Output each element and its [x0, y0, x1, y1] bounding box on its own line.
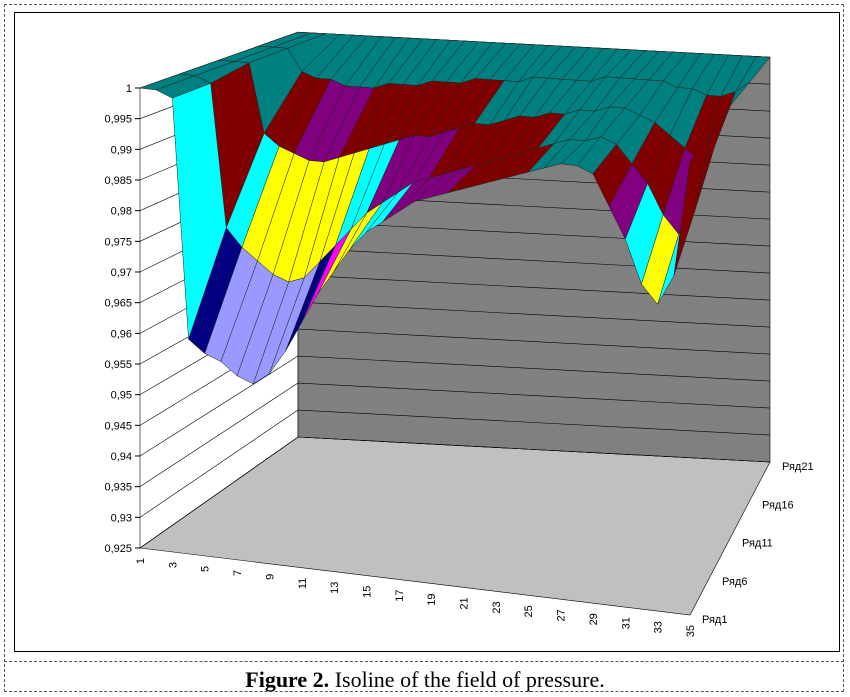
grid-line	[297, 436, 771, 463]
depth-tick-label: Ряд6	[722, 576, 747, 588]
grid-line	[297, 328, 771, 355]
x-tick-label: 3	[167, 562, 179, 568]
grid-line	[297, 409, 771, 436]
x-tick-label: 29	[588, 613, 600, 625]
x-tick-label: 35	[685, 625, 697, 637]
y-tick-label: 0,935	[104, 482, 132, 494]
x-tick-label: 25	[523, 605, 535, 617]
depth-tick-label: Ряд1	[702, 614, 727, 626]
depth-tick-label: Ряд21	[782, 461, 814, 473]
y-tick-label: 0,925	[104, 543, 132, 555]
y-tick-label: 1	[126, 83, 132, 95]
y-tick-label: 0,975	[104, 236, 132, 248]
chart: 0,925 0,93 0,935 0,94 0,945 0,95 0,955 0,96 0,96…	[14, 12, 840, 652]
y-tick-label: 0,97	[111, 267, 132, 279]
x-tick-label: 19	[426, 593, 438, 605]
y-tick-label: 0,98	[111, 206, 132, 218]
surface-patch	[673, 136, 711, 276]
x-tick-label: 7	[232, 570, 244, 576]
y-tick-label: 0,995	[104, 114, 132, 126]
x-tick-label: 31	[620, 617, 632, 629]
x-tick-label: 15	[361, 586, 373, 598]
grid-line	[297, 247, 771, 274]
grid-line	[139, 436, 299, 549]
x-tick-label: 13	[329, 582, 341, 594]
y-tick-label: 0,93	[111, 512, 132, 524]
page-frame	[4, 4, 844, 692]
y-tick-label: 0,945	[104, 420, 132, 432]
y-tick-label: 0,99	[111, 144, 132, 156]
x-tick-label: 23	[491, 601, 503, 613]
x-tick-label: 1	[135, 558, 147, 564]
y-tick-label: 0,955	[104, 359, 132, 371]
x-tick-label: 11	[297, 578, 309, 589]
caption-text: Isoline of the field of pressure.	[334, 667, 605, 692]
x-tick-label: 9	[264, 574, 276, 580]
grid-line	[297, 382, 771, 409]
caption: Figure 2. Isoline of the field of pressu…	[0, 667, 850, 693]
x-tick-label: 33	[653, 621, 665, 633]
x-tick-label: 21	[459, 597, 471, 609]
y-tick-label: 0,96	[111, 328, 132, 340]
depth-tick-label: Ряд11	[742, 538, 773, 550]
x-tick-label: 5	[200, 566, 212, 572]
y-tick-label: 0,965	[104, 298, 132, 310]
caption-label: Figure 2.	[245, 667, 330, 692]
depth-tick-label: Ряд16	[762, 499, 794, 511]
grid-line	[297, 355, 771, 382]
y-tick-label: 0,95	[111, 390, 132, 402]
y-tick-label: 0,985	[104, 175, 132, 187]
y-tick-label: 0,94	[111, 451, 132, 463]
caption-separator	[4, 661, 844, 662]
grid-line	[139, 355, 299, 457]
x-tick-label: 27	[556, 609, 568, 621]
grid-line	[297, 301, 771, 328]
grid-line	[139, 409, 299, 518]
grid-line	[139, 382, 299, 487]
grid-line	[297, 274, 771, 301]
x-tick-label: 17	[394, 590, 406, 602]
